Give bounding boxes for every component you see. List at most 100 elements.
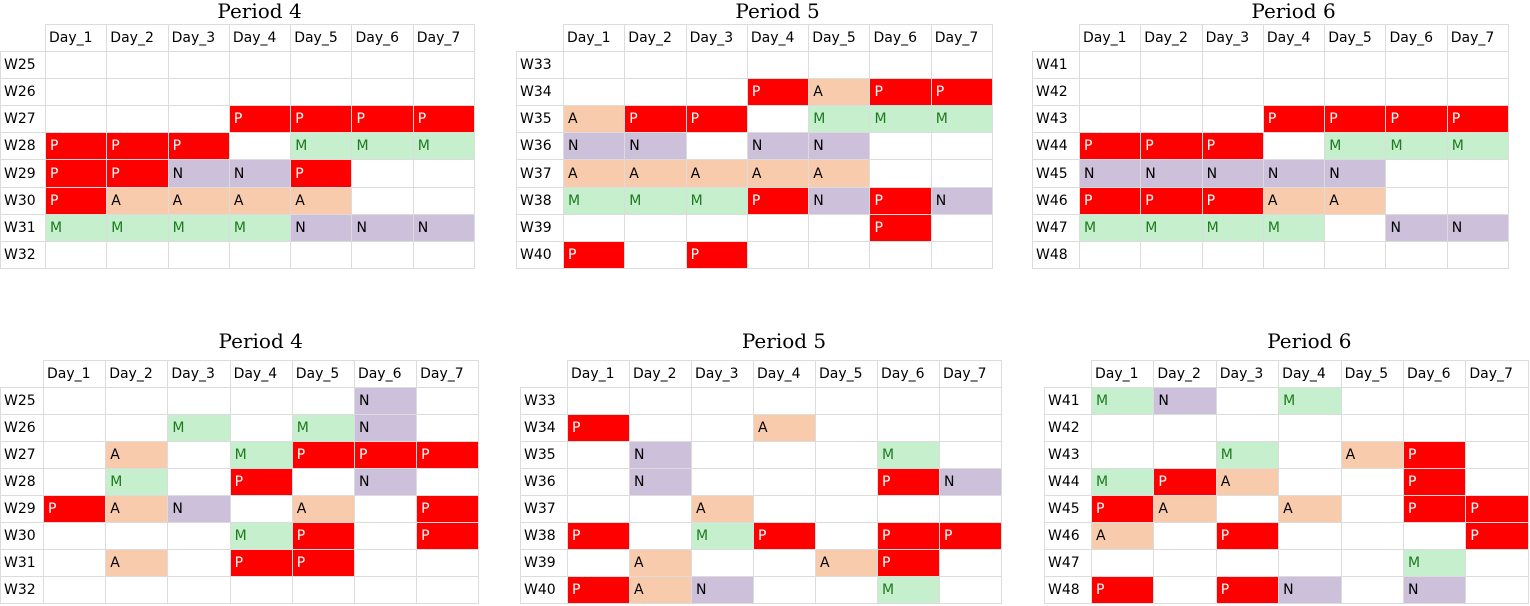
schedule-cell: M: [1078, 213, 1142, 242]
schedule-cell: N: [1324, 159, 1387, 188]
week-label: W41: [1044, 387, 1092, 415]
day-column-header: Day_3: [1215, 360, 1280, 388]
schedule-cell: A: [629, 576, 692, 604]
schedule-cell: [869, 132, 932, 161]
week-label: W36: [520, 468, 568, 496]
schedule-cell: [290, 51, 353, 80]
schedule-cell: [42, 549, 107, 577]
schedule-cell: [1465, 441, 1529, 469]
schedule-cell: P: [685, 240, 748, 269]
schedule-cell: [351, 51, 414, 80]
schedule-cell: [353, 522, 418, 550]
day-column-header: Day_5: [808, 23, 871, 53]
schedule-cell: M: [1090, 468, 1155, 496]
schedule-cell: [1153, 522, 1217, 550]
day-column-header: Day_6: [353, 360, 418, 388]
schedule-cell: [691, 468, 754, 496]
schedule-cell: [685, 51, 748, 80]
schedule-cell: [1278, 549, 1342, 577]
schedule-cell: [1402, 522, 1467, 550]
schedule-cell: [753, 549, 816, 577]
week-row: W29 P A N A P: [0, 495, 480, 523]
schedule-cell: P: [291, 549, 355, 577]
schedule-cell: [1153, 441, 1217, 469]
schedule-cell: P: [753, 522, 816, 550]
week-label: W44: [1032, 132, 1080, 161]
week-label: W32: [0, 576, 44, 604]
week-row: W27 P P P P: [0, 105, 476, 134]
schedule-cell: P: [351, 105, 414, 134]
schedule-cell: [685, 132, 748, 161]
week-row: W37 A A A A A: [516, 159, 994, 188]
schedule-cell: [877, 414, 940, 442]
schedule-cell: M: [105, 468, 169, 496]
schedule-cell: [939, 441, 1002, 469]
schedule-cell: [44, 240, 108, 269]
schedule-cell: [1446, 159, 1510, 188]
day-column-header: Day_5: [815, 360, 878, 388]
schedule-cell: [1278, 414, 1342, 442]
schedule-cell: [228, 78, 292, 107]
schedule-cell: A: [562, 105, 626, 134]
week-label: W37: [516, 159, 564, 188]
day-column-header: Day_4: [229, 360, 293, 388]
schedule-cell: P: [167, 132, 230, 161]
week-label: W33: [520, 387, 568, 415]
week-label: W34: [520, 414, 568, 442]
period-title: Period 4: [218, 329, 303, 353]
schedule-cell: [1078, 78, 1142, 107]
schedule-cell: [869, 51, 932, 80]
schedule-cell: [291, 468, 355, 496]
week-row: W42: [1032, 78, 1510, 107]
schedule-cell: [1078, 240, 1142, 269]
week-label: W35: [520, 441, 568, 469]
schedule-cell: P: [877, 468, 940, 496]
schedule-cell: [1465, 549, 1529, 577]
schedule-cell: A: [808, 159, 871, 188]
schedule-cell: [1140, 240, 1203, 269]
schedule-cell: P: [1140, 132, 1203, 161]
week-label: W30: [0, 522, 44, 550]
schedule-cell: A: [815, 549, 878, 577]
schedule-cell: [815, 576, 878, 604]
schedule-cell: [1201, 78, 1264, 107]
schedule-cell: P: [1324, 105, 1387, 134]
week-row: W31 M M M M N N N: [0, 213, 476, 242]
schedule-cell: [1215, 549, 1280, 577]
schedule-cell: [746, 51, 810, 80]
week-row: W33: [516, 51, 994, 80]
schedule-cell: [353, 576, 418, 604]
schedule-cell: [228, 51, 292, 80]
schedule-cell: [1446, 240, 1510, 269]
corner-cell: [516, 23, 564, 53]
schedule-cell: A: [106, 186, 169, 215]
schedule-cell: [562, 213, 626, 242]
period-title: Period 6: [1251, 0, 1336, 23]
week-row: W29 P P N N P: [0, 159, 476, 188]
day-column-header: Day_1: [562, 23, 626, 53]
schedule-cell: [167, 522, 231, 550]
day-column-header: Day_2: [105, 360, 169, 388]
week-row: W28 M P N: [0, 468, 480, 496]
schedule-cell: [412, 186, 476, 215]
schedule-cell: P: [1078, 132, 1142, 161]
schedule-cell: [562, 51, 626, 80]
week-row: W27 A M P P P: [0, 441, 480, 469]
week-label: W25: [0, 387, 44, 415]
schedule-cell: [1340, 549, 1404, 577]
week-label: W38: [516, 186, 564, 215]
week-label: W37: [520, 495, 568, 523]
day-column-header: Day_5: [291, 360, 355, 388]
week-row: W43 M A P: [1044, 441, 1529, 469]
week-row: W26: [0, 78, 476, 107]
day-column-header: Day_4: [1278, 360, 1342, 388]
day-column-header: Day_7: [416, 360, 480, 388]
schedule-cell: [106, 240, 169, 269]
week-row: W42: [1044, 414, 1529, 442]
schedule-cell: [808, 213, 871, 242]
schedule-cell: [1262, 51, 1326, 80]
schedule-cell: [229, 414, 293, 442]
week-label: W43: [1044, 441, 1092, 469]
week-label: W43: [1032, 105, 1080, 134]
schedule-cell: [746, 105, 810, 134]
